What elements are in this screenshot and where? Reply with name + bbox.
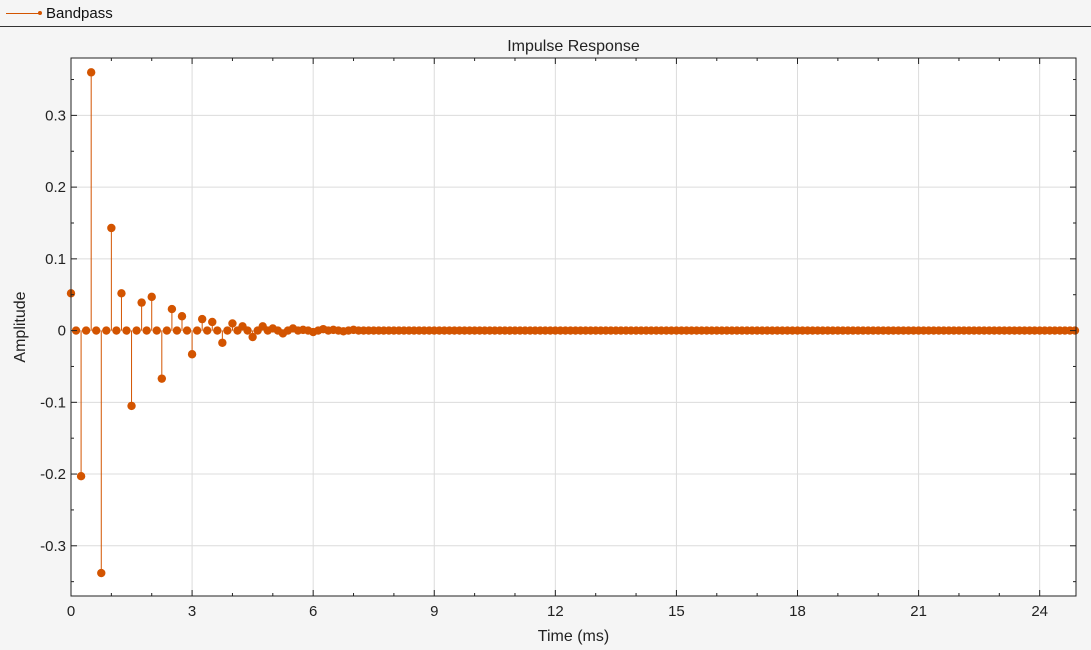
stem-marker xyxy=(132,326,141,335)
x-tick-label: 24 xyxy=(1031,603,1048,620)
stem-marker xyxy=(97,568,106,578)
stem-marker xyxy=(81,326,91,335)
stem-marker xyxy=(112,326,121,335)
y-tick-label: 0.2 xyxy=(45,179,66,196)
chart-title: Impulse Response xyxy=(507,38,640,55)
impulse-response-chart[interactable]: 0 3 6 9 12 15 18 21 24 -0.3 -0.2 -0.1 0 0.1 0.2 0.3 Imp… xyxy=(0,28,1091,650)
stem-marker xyxy=(76,472,86,481)
stem-marker xyxy=(117,289,126,298)
stem-marker xyxy=(152,326,161,335)
x-tick-label: 21 xyxy=(910,603,927,620)
y-axis-label: Amplitude xyxy=(12,291,29,362)
stem-marker xyxy=(127,401,136,411)
stem-marker xyxy=(167,304,177,314)
y-tick-label: 0 xyxy=(58,323,66,340)
x-tick-label: 9 xyxy=(430,603,438,620)
stem-marker xyxy=(203,326,212,335)
axes: 0 3 6 9 12 15 18 21 24 -0.3 -0.2 -0.1 0 0.1 0.2 0.3 xyxy=(40,57,1077,620)
stem-marker xyxy=(162,326,172,335)
stem-marker xyxy=(86,68,96,77)
stem-marker xyxy=(157,374,167,383)
stem-marker xyxy=(192,326,202,335)
stem-marker xyxy=(248,332,257,342)
stem-marker xyxy=(92,326,101,335)
stem-marker xyxy=(213,326,222,335)
legend-item-bandpass[interactable]: Bandpass xyxy=(6,2,113,24)
stem-marker xyxy=(177,312,187,321)
stem-marker xyxy=(223,326,232,335)
stem-marker xyxy=(147,292,156,302)
y-tick-label: 0.1 xyxy=(45,251,66,268)
stem-marker xyxy=(197,314,207,324)
x-axis-label: Time (ms) xyxy=(538,628,609,645)
stem-marker xyxy=(142,326,151,335)
legend-bar: Bandpass xyxy=(0,0,1091,27)
stem-marker xyxy=(122,326,131,335)
legend-label: Bandpass xyxy=(46,4,113,22)
stem-marker xyxy=(102,326,111,335)
stem-marker xyxy=(137,298,146,307)
stem-marker xyxy=(182,326,192,335)
stem-marker xyxy=(107,223,116,233)
stem-marker xyxy=(228,319,237,328)
y-tick-label: -0.1 xyxy=(40,394,66,411)
axes-box xyxy=(70,57,1077,597)
y-tick-label: -0.2 xyxy=(40,466,66,483)
x-tick-label: 6 xyxy=(309,603,317,620)
y-tick-label: 0.3 xyxy=(45,107,66,124)
stem-marker xyxy=(172,326,182,335)
stem-marker xyxy=(187,350,197,359)
stem-marker xyxy=(243,326,252,335)
stem-marker xyxy=(218,338,227,347)
x-tick-label: 0 xyxy=(67,603,75,620)
stem-marker xyxy=(208,317,217,327)
x-tick-label: 18 xyxy=(789,603,806,620)
x-tick-label: 15 xyxy=(668,603,685,620)
legend-swatch-icon xyxy=(6,8,42,18)
x-tick-label: 12 xyxy=(547,603,564,620)
y-tick-label: -0.3 xyxy=(40,538,66,555)
x-tick-label: 3 xyxy=(188,603,196,620)
